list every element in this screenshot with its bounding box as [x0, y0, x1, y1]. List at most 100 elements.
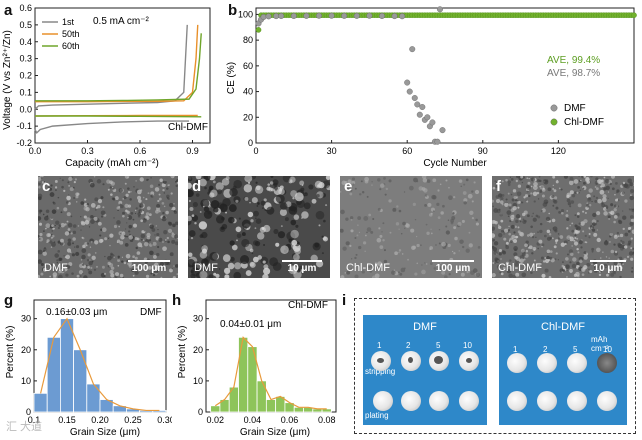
sem-grain — [566, 217, 570, 222]
sem-grain — [552, 184, 554, 187]
sem-grain — [84, 198, 87, 201]
sem-grain — [128, 224, 133, 229]
b-point-dmf — [265, 13, 272, 20]
sem-grain — [448, 195, 453, 200]
sem-grain — [493, 208, 499, 213]
sem-grain — [257, 232, 265, 240]
sem-grain — [358, 231, 361, 234]
sem-grain — [590, 227, 593, 230]
sem-grain — [118, 206, 120, 208]
sem-grain — [492, 272, 496, 278]
sem-grain — [87, 266, 90, 269]
h-y-tick-label: 20 — [193, 345, 203, 355]
sem-grain — [350, 258, 353, 260]
sem-grain — [255, 217, 257, 219]
sem-grain — [624, 232, 629, 237]
sem-grain — [584, 211, 587, 215]
sem-grain — [267, 183, 270, 186]
sem-grain — [607, 191, 610, 193]
sem-grain — [126, 222, 128, 224]
sem-grain — [44, 216, 49, 221]
sem-grain — [42, 230, 45, 233]
a-series-1st-charge — [34, 24, 188, 110]
sem-grain — [597, 179, 602, 184]
sem-grain — [613, 215, 618, 219]
sem-grain — [158, 197, 162, 201]
sem-grain — [507, 183, 511, 187]
sem-grain — [539, 189, 543, 193]
sem-grain — [360, 180, 363, 183]
sem-grain — [544, 257, 547, 259]
sem-grain — [412, 202, 416, 207]
sem-grain — [107, 264, 111, 268]
sem-grain — [135, 207, 138, 210]
sem-grain — [157, 245, 160, 249]
sem-grain — [140, 219, 144, 223]
sem-grain — [509, 219, 512, 223]
sem-grain — [110, 193, 113, 196]
sem-grain — [84, 242, 88, 246]
sem-grain — [66, 220, 69, 223]
sem-grain — [496, 264, 501, 269]
sem-grain — [582, 210, 585, 213]
sem-grain — [144, 217, 147, 221]
sem-grain — [121, 256, 124, 258]
sem-grain — [260, 200, 266, 206]
sem-grain — [546, 249, 551, 254]
sem-grain — [86, 244, 88, 247]
sem-grain — [139, 177, 144, 182]
sem-grain — [234, 262, 242, 270]
b-point-dmf — [303, 12, 310, 19]
b-y-tick-label: 40 — [243, 87, 253, 97]
sem-grain — [303, 192, 308, 197]
sem-grain — [501, 193, 505, 197]
sem-grain — [588, 233, 591, 236]
sem-grain — [232, 185, 237, 190]
sem-grain — [340, 275, 345, 278]
sem-grain — [399, 272, 403, 276]
sem-grain — [162, 241, 164, 243]
sem-grain — [244, 197, 249, 201]
sem-grain — [344, 180, 348, 185]
sem-grain — [162, 246, 167, 252]
sem-grain — [515, 219, 519, 223]
sem-grain — [136, 189, 142, 195]
sem-grain — [516, 176, 520, 179]
b-y-axis-label: CE (%) — [226, 62, 237, 94]
sem-grain — [142, 196, 145, 199]
sem-grain — [67, 222, 73, 228]
sem-grain — [50, 263, 54, 267]
b-point-chl-dmf — [255, 27, 262, 33]
sem-grain — [566, 276, 568, 278]
sem-grain — [110, 252, 113, 256]
sem-grain — [55, 220, 60, 225]
sem-grain — [580, 221, 585, 226]
sem-grain — [554, 258, 557, 261]
sem-texture — [340, 176, 481, 278]
sem-grain — [575, 224, 579, 229]
sem-grain — [492, 220, 496, 225]
sem-grain — [403, 191, 406, 193]
sem-grain — [97, 221, 102, 226]
sem-grain — [72, 230, 77, 235]
sem-grain — [627, 178, 633, 184]
h-sample-label: Chl-DMF — [288, 300, 328, 311]
sem-grain — [128, 235, 133, 240]
sem-grain — [68, 194, 70, 196]
sem-grain — [169, 268, 173, 273]
sem-grain — [585, 176, 590, 181]
photo-dmf: DMF 1 2 5 10 stripping plating — [363, 315, 487, 425]
sem-grain — [72, 186, 75, 189]
sem-grain — [74, 178, 78, 181]
sem-grain — [462, 191, 467, 195]
sem-grain — [460, 185, 463, 188]
sem-grain — [401, 253, 404, 255]
sem-grain — [149, 239, 152, 242]
sem-grain — [159, 178, 163, 183]
sem-grain — [573, 239, 576, 242]
sem-grain — [580, 246, 583, 249]
sem-grain — [40, 263, 44, 266]
sem-grain — [136, 195, 142, 200]
sem-grain — [530, 185, 533, 188]
sem-grain — [171, 208, 173, 210]
